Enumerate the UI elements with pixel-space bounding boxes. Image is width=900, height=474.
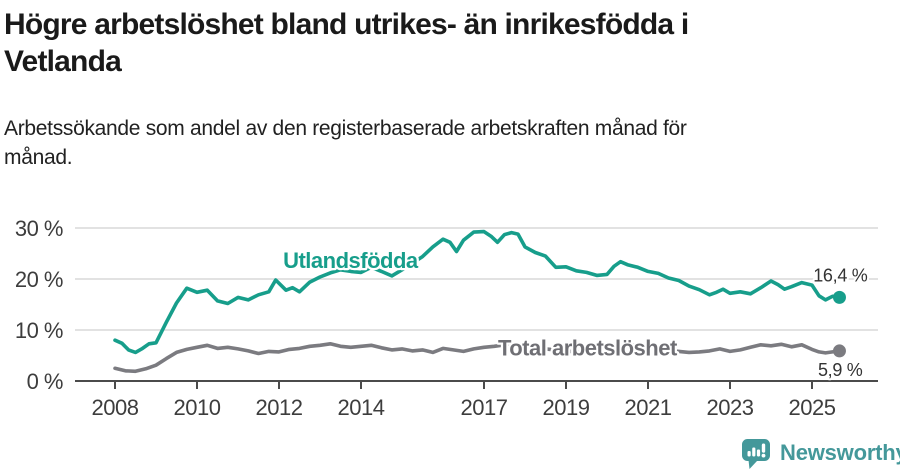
- newsworthy-logo-icon: [742, 439, 770, 469]
- logo-exclamation-dot: [761, 453, 766, 458]
- series-line-total: [113, 342, 842, 374]
- page-title-line-1: Högre arbetslöshet bland utrikes- än inr…: [4, 8, 689, 41]
- series-line-utlandsfodda: [113, 229, 842, 355]
- logo-bar-3: [756, 449, 761, 457]
- series-end-dot-utlandsfodda: [832, 290, 846, 304]
- logo-bar-2: [752, 447, 756, 457]
- page-title: Högre arbetslöshet bland utrikes- än inr…: [4, 6, 896, 80]
- series-end-dot-total: [832, 344, 846, 358]
- y-axis-tick-label: 30 %: [15, 216, 63, 241]
- x-axis-tick-label: 2012: [256, 395, 303, 420]
- y-axis-tick-label: 20 %: [15, 267, 63, 292]
- series-label-utlandsfodda: Utlandsfödda: [283, 248, 419, 273]
- logo-exclamation-bar: [761, 443, 766, 453]
- x-axis-tick-label: 2017: [461, 395, 508, 420]
- chart-subtitle: Arbetssökande som andel av den registerb…: [4, 114, 864, 172]
- y-axis-tick-label: 0 %: [27, 369, 63, 394]
- brand-footer: Newsworthy: [741, 438, 900, 472]
- x-axis-tick-label: 2023: [707, 395, 754, 420]
- logo-bar-1: [747, 451, 751, 457]
- chart-subtitle-line-2: månad.: [4, 146, 73, 169]
- series-label-total: Total arbetslöshet: [498, 336, 678, 361]
- brand-name: Newsworthy: [780, 440, 900, 465]
- line-chart: 0 % 10 % 20 % 30 % 2008 2010 2012 2014 2017 2019 2…: [15, 216, 878, 420]
- x-axis-tick-label: 2025: [789, 395, 836, 420]
- y-axis-tick-label: 10 %: [15, 318, 63, 343]
- x-axis-tick-label: 2008: [92, 395, 139, 420]
- series-end-label-utlandsfodda: 16,4 %: [813, 265, 868, 285]
- page-title-line-2: Vetlanda: [4, 45, 122, 78]
- x-axis-tick-label: 2010: [174, 395, 221, 420]
- x-axis-tick-label: 2021: [625, 395, 672, 420]
- x-axis-tick-label: 2014: [338, 395, 385, 420]
- series-end-label-total: 5,9 %: [818, 360, 863, 380]
- logo-bubble-shape: [742, 439, 770, 469]
- x-axis-tick-label: 2019: [543, 395, 590, 420]
- chart-subtitle-line-1: Arbetssökande som andel av den registerb…: [4, 117, 687, 140]
